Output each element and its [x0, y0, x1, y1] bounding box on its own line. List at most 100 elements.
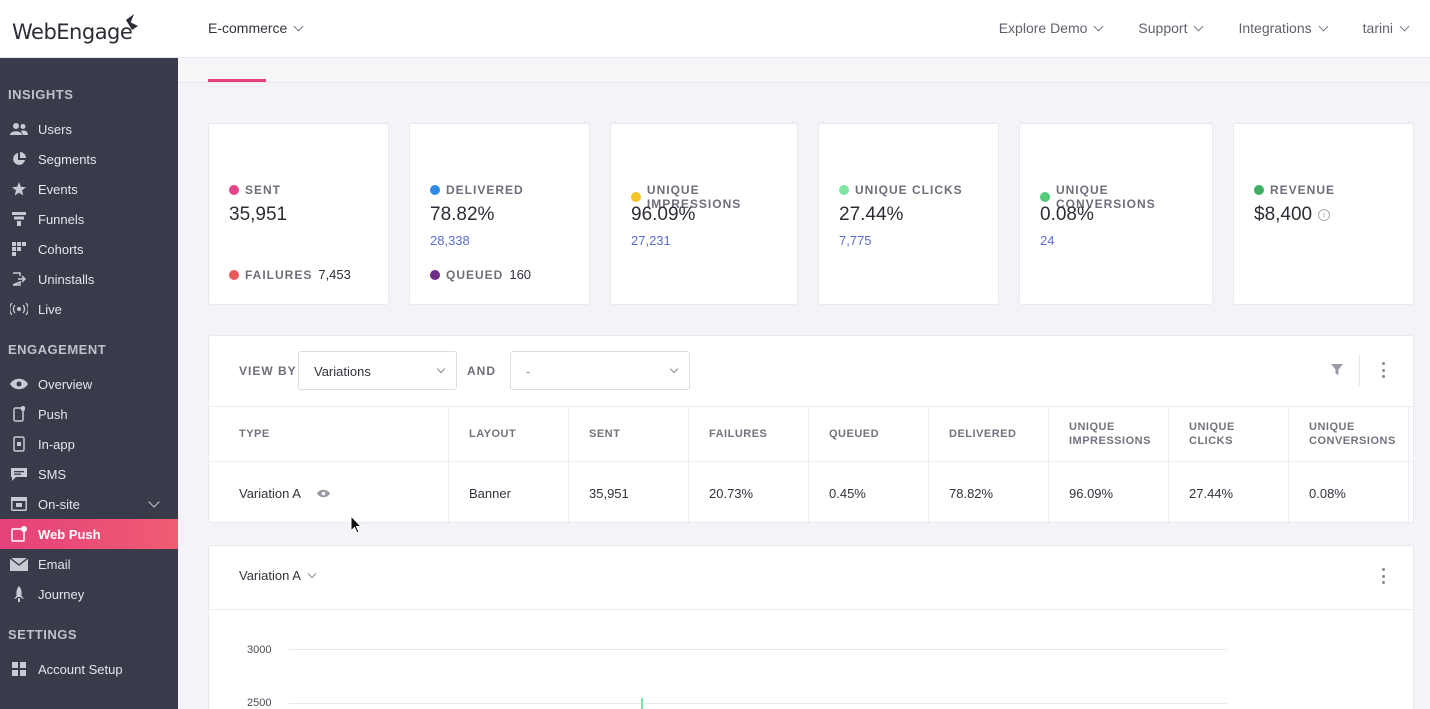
active-tab-indicator — [208, 79, 266, 82]
stat-label-text: REVENUE — [1270, 183, 1336, 197]
column-header[interactable]: TYPE — [209, 407, 449, 461]
dot-icon — [430, 185, 440, 195]
chevron-down-icon[interactable] — [148, 496, 160, 508]
column-header[interactable]: UNIQUE CLICKS — [1169, 407, 1289, 461]
sidebar-item-label: In-app — [38, 436, 75, 452]
table-row[interactable]: Variation A Banner 35,951 20.73% 0.45% 7… — [209, 462, 1413, 522]
section-title-insights: INSIGHTS — [8, 87, 74, 102]
stat-sub-value[interactable]: 7,775 — [839, 233, 872, 248]
nav-integrations[interactable]: Integrations — [1238, 20, 1329, 36]
nav-support[interactable]: Support — [1138, 20, 1204, 36]
mouse-cursor-icon — [350, 515, 362, 534]
dot-icon — [1254, 185, 1264, 195]
stat-sub-value[interactable]: 27,231 — [631, 233, 671, 248]
sidebar-item-web-push[interactable]: Web Push — [0, 519, 178, 549]
sidebar-item-label: On-site — [38, 496, 80, 512]
chevron-down-icon — [1399, 21, 1410, 31]
view-by-label: VIEW BY — [239, 364, 297, 378]
column-header[interactable]: SENT — [569, 407, 689, 461]
table-cell: 27.44% — [1169, 462, 1289, 522]
view-by-select[interactable]: Variations — [298, 351, 457, 390]
sidebar: INSIGHTS Users Segments Events Funnels C… — [0, 58, 178, 709]
stat-sub-value[interactable]: 28,338 — [430, 233, 470, 248]
sidebar-item-cohorts[interactable]: Cohorts — [0, 234, 178, 264]
table-cell: Variation A — [209, 462, 449, 522]
nav-label: tarini — [1362, 20, 1393, 36]
users-icon — [8, 121, 30, 137]
sidebar-item-overview[interactable]: Overview — [0, 369, 178, 399]
y-tick-label: 2500 — [247, 697, 272, 709]
stat-value: 35,951 — [229, 204, 288, 225]
column-header[interactable]: LAYOUT — [449, 407, 569, 461]
column-header[interactable]: UNIQUE IMPRESSIONS — [1049, 407, 1169, 461]
logo-bird-icon — [118, 12, 138, 30]
chart-bar[interactable] — [641, 697, 643, 709]
sidebar-item-funnels[interactable]: Funnels — [0, 204, 178, 234]
filter-icon[interactable] — [1331, 363, 1343, 381]
sidebar-item-label: Uninstalls — [38, 271, 95, 287]
chevron-down-icon — [669, 364, 679, 374]
sidebar-item-on-site[interactable]: On-site — [0, 489, 178, 519]
project-selector[interactable]: E-commerce — [208, 20, 304, 36]
y-tick-label: 3000 — [247, 644, 272, 656]
sidebar-item-account-setup[interactable]: Account Setup — [0, 654, 178, 684]
logo-text: WebEngage — [12, 20, 133, 44]
column-header[interactable]: UNIQUE CONVERSIONS — [1289, 407, 1409, 461]
more-options-icon[interactable] — [1377, 360, 1389, 380]
secondary-dimension-select[interactable]: - — [510, 351, 690, 390]
stat-label: UNIQUE CONVERSIONS — [1040, 183, 1212, 211]
column-header[interactable]: FAILURES — [689, 407, 809, 461]
grid-icon — [8, 241, 30, 257]
stat-card-delivered: DELIVERED 78.82% 28,338 QUEUED 160 — [409, 123, 590, 305]
divider — [1359, 354, 1360, 386]
star-icon — [8, 181, 30, 197]
stat-footer-value: 7,453 — [318, 267, 351, 282]
sidebar-item-in-app[interactable]: In-app — [0, 429, 178, 459]
sidebar-item-push[interactable]: Push — [0, 399, 178, 429]
stat-card-unique-impressions: UNIQUE IMPRESSIONS 96.09% 27,231 — [610, 123, 798, 305]
nav-explore-demo[interactable]: Explore Demo — [999, 20, 1104, 36]
revenue-value: $8,400 — [1254, 204, 1313, 225]
sidebar-item-label: Live — [38, 301, 62, 317]
sidebar-item-sms[interactable]: SMS — [0, 459, 178, 489]
sidebar-item-journey[interactable]: Journey — [0, 579, 178, 609]
mobile-icon — [8, 406, 30, 422]
stat-label-text: UNIQUE CONVERSIONS — [1055, 183, 1156, 211]
broadcast-icon — [8, 301, 30, 317]
column-header[interactable]: DELIVERED — [929, 407, 1049, 461]
sidebar-item-label: Segments — [38, 151, 97, 167]
info-icon[interactable]: i — [1318, 208, 1331, 221]
divider — [209, 609, 1413, 610]
stat-value: 0.08% — [1040, 204, 1094, 225]
stat-label-text: UNIQUE IMPRESSIONS — [646, 183, 742, 211]
stat-footer: QUEUED 160 — [430, 267, 531, 282]
stat-sub-value[interactable]: 24 — [1040, 233, 1055, 248]
eye-icon[interactable] — [316, 489, 330, 498]
sidebar-item-uninstalls[interactable]: Uninstalls — [0, 264, 178, 294]
exit-icon — [8, 271, 30, 287]
sidebar-item-email[interactable]: Email — [0, 549, 178, 579]
chevron-down-icon — [436, 364, 446, 374]
sidebar-item-live[interactable]: Live — [0, 294, 178, 324]
sidebar-item-label: Push — [38, 406, 68, 422]
webengage-logo[interactable]: WebEngage — [12, 12, 138, 44]
browser-icon — [8, 496, 30, 512]
stat-card-revenue: REVENUE $8,400 i — [1233, 123, 1414, 305]
gridline — [289, 649, 1227, 650]
top-bar: WebEngage E-commerce Explore Demo Suppor… — [0, 0, 1430, 58]
subtab-strip — [178, 58, 1430, 83]
stat-label: DELIVERED — [430, 183, 524, 197]
sidebar-item-segments[interactable]: Segments — [0, 144, 178, 174]
nav-user-menu[interactable]: tarini — [1362, 20, 1410, 36]
rocket-icon — [8, 586, 30, 602]
dot-icon — [430, 269, 440, 280]
stat-card-sent: SENT 35,951 FAILURES 7,453 — [208, 123, 389, 305]
chevron-down-icon — [307, 569, 317, 579]
sidebar-item-events[interactable]: Events — [0, 174, 178, 204]
table-cell: 20.73% — [689, 462, 809, 522]
column-header[interactable]: QUEUED — [809, 407, 929, 461]
variation-selector[interactable]: Variation A — [239, 568, 317, 583]
more-options-icon[interactable] — [1377, 566, 1389, 586]
sidebar-item-users[interactable]: Users — [0, 114, 178, 144]
table-cell: 0.45% — [809, 462, 929, 522]
